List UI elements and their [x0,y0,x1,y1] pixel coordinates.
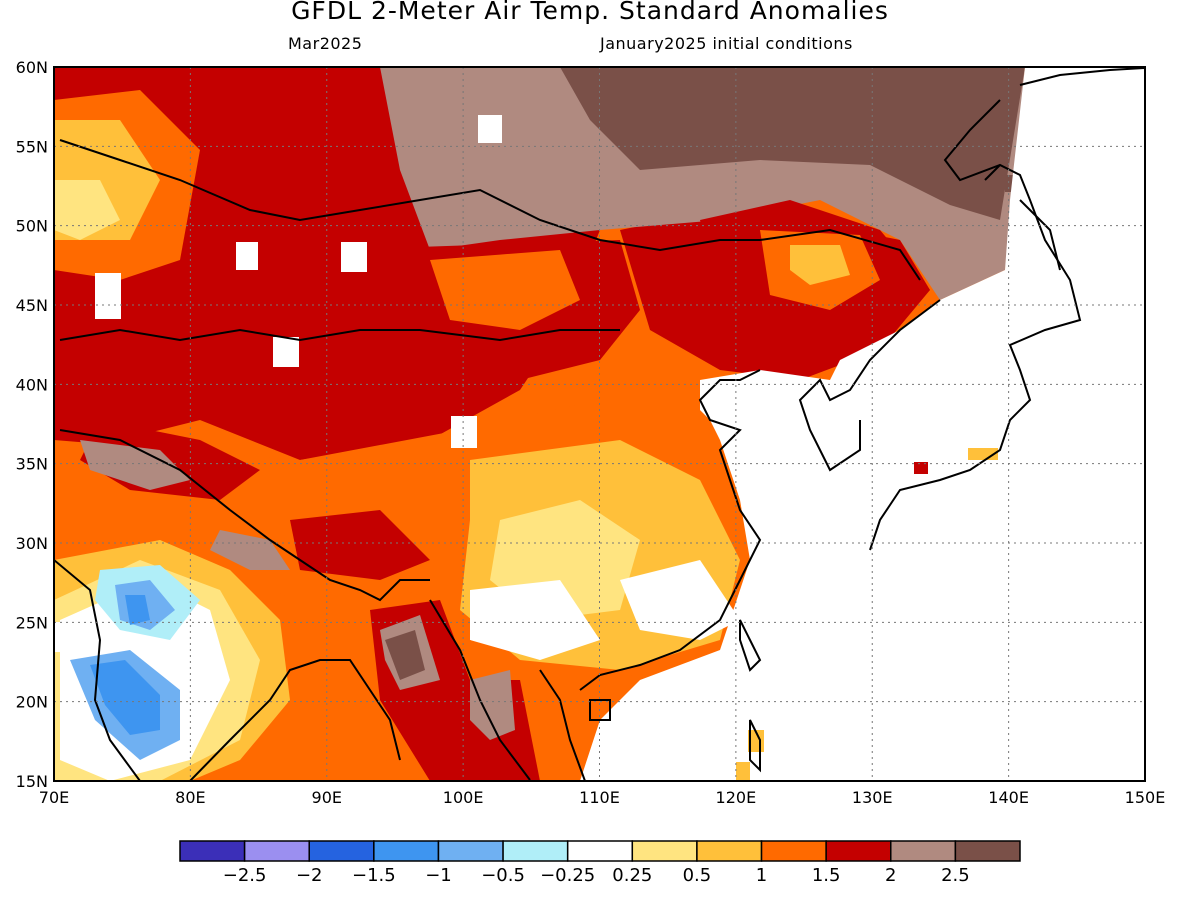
colorbar-bin [243,840,310,862]
colorbar-bin [760,840,827,862]
lon-label: 100E [443,788,484,807]
chart-title: GFDL 2-Meter Air Temp. Standard Anomalie… [291,0,889,25]
colorbar-bin [954,840,1021,862]
colorbar-label: 1.5 [812,865,841,886]
latitude-labels: 60N 55N 50N 45N 40N 35N 30N 25N 20N 15N [16,58,48,791]
colorbar-bin [631,840,698,862]
colorbar [179,840,1021,862]
colorbar-bin [825,840,892,862]
colorbar-label: −0.25 [540,865,595,886]
lon-label: 70E [39,788,69,807]
init-conditions-label: January2025 initial conditions [600,34,853,53]
lat-label: 50N [16,217,48,236]
colorbar-bin [696,840,763,862]
lon-label: 130E [852,788,893,807]
lat-label: 30N [16,534,48,553]
lat-label: 15N [16,772,48,791]
coastlines [54,67,1145,781]
colorbar-label: 0.25 [612,865,652,886]
lon-label: 150E [1125,788,1166,807]
colorbar-label: 0.5 [683,865,712,886]
map-frame [53,66,1146,782]
longitude-labels: 70E 80E 90E 100E 110E 120E 130E 140E 150E [39,788,1166,807]
colorbar-label: −0.5 [481,865,525,886]
colorbar-label: 2.5 [941,865,970,886]
lat-label: 25N [16,613,48,632]
valid-month-label: Mar2025 [288,34,363,53]
colorbar-label: 2 [885,865,896,886]
lon-label: 110E [579,788,620,807]
lon-label: 80E [175,788,205,807]
gridlines [54,67,1145,781]
lat-label: 55N [16,137,48,156]
lat-label: 40N [16,375,48,394]
lat-label: 60N [16,58,48,77]
colorbar-bin [566,840,634,862]
colorbar-labels: −2.5 −2 −1.5 −1 −0.5 −0.25 0.25 0.5 1 1.5 2 2.5 [223,865,970,886]
colorbar-label: −2 [296,865,323,886]
lat-label: 35N [16,455,48,474]
lon-label: 140E [988,788,1029,807]
colorbar-bin [373,840,440,862]
lon-label: 90E [312,788,342,807]
colorbar-label: 1 [756,865,767,886]
colorbar-label: −1.5 [352,865,396,886]
colorbar-bin [502,840,569,862]
lon-label: 120E [716,788,757,807]
colorbar-bin [890,840,957,862]
lat-label: 20N [16,693,48,712]
colorbar-bin [308,840,375,862]
colorbar-label: −2.5 [223,865,267,886]
lat-label: 45N [16,296,48,315]
colorbar-bin [437,840,504,862]
colorbar-bin [179,840,246,862]
colorbar-label: −1 [425,865,452,886]
